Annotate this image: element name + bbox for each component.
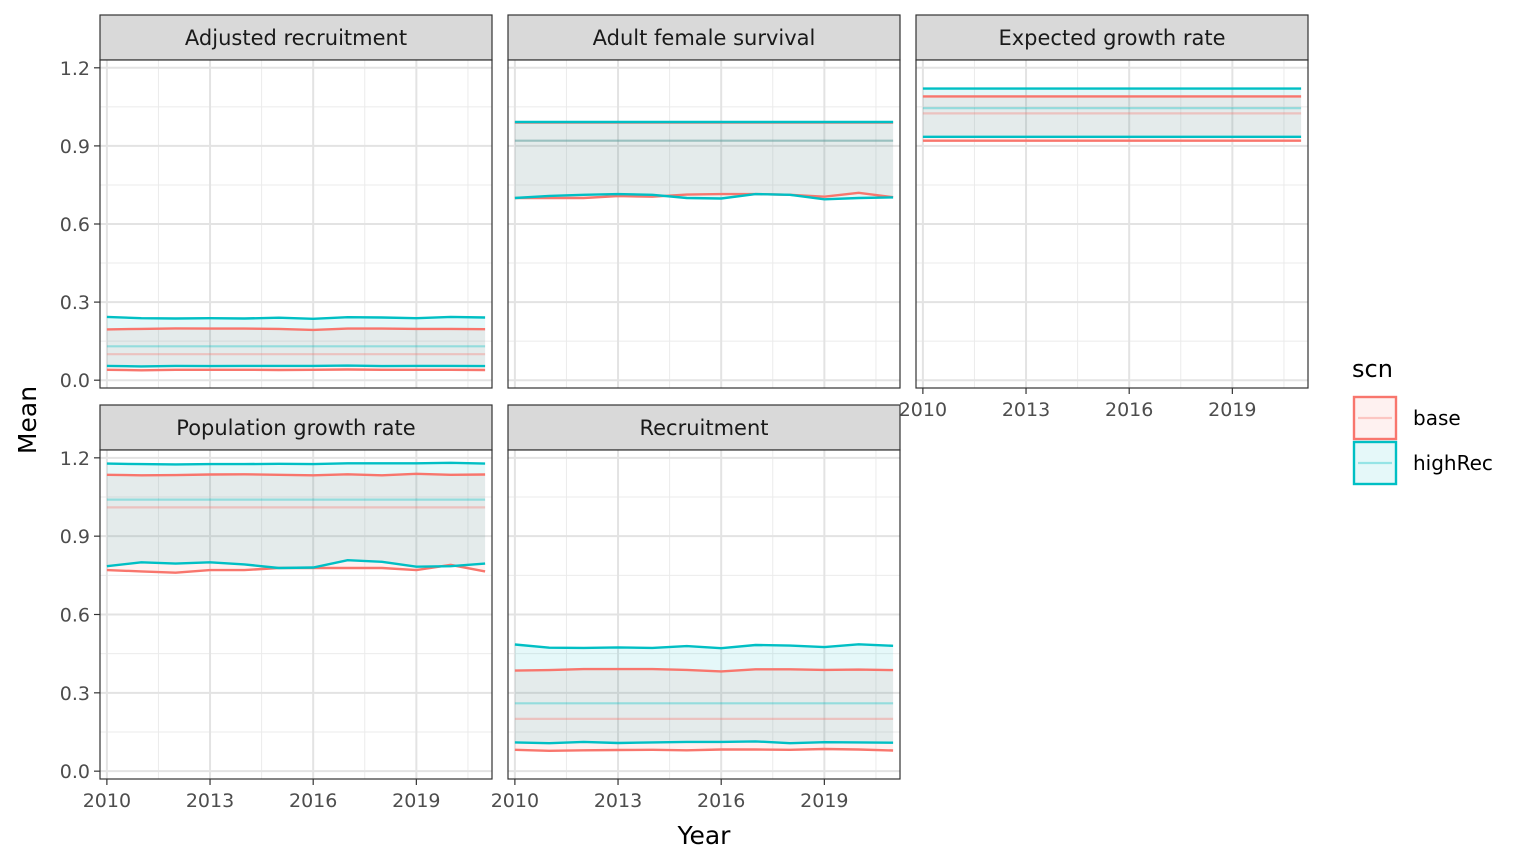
panel-border xyxy=(507,449,901,780)
gridlines xyxy=(508,450,900,779)
gridlines xyxy=(916,60,1308,388)
facet-strip-title: Expected growth rate xyxy=(998,26,1225,50)
y-axis-title: Mean xyxy=(13,386,42,454)
facet-strip xyxy=(99,404,493,451)
ribbon-highRec xyxy=(514,122,894,200)
legend-entry: highRec xyxy=(1352,440,1493,486)
x-tick-label: 2016 xyxy=(1105,399,1153,421)
axis-labels: 0.0 0.3 0.6 0.9 1.2 2010 2013 2016 2019 0.0 0.3 0.6… xyxy=(60,58,1257,812)
lower-line-base xyxy=(514,747,894,753)
ribbon-base xyxy=(922,96,1302,141)
facet-strip-title: Population growth rate xyxy=(176,416,415,440)
upper-line-highRec xyxy=(514,643,894,650)
y-tick-label: 0.6 xyxy=(60,214,90,236)
x-tick-label: 2010 xyxy=(491,790,539,812)
ribbon-base xyxy=(514,122,894,198)
facet-strip xyxy=(99,14,493,61)
x-tick-label: 2013 xyxy=(1002,399,1050,421)
ribbon-base xyxy=(514,669,894,751)
upper-line-base xyxy=(106,327,486,332)
upper-line-highRec xyxy=(106,315,486,321)
y-tick-label: 0.9 xyxy=(60,526,90,548)
ribbon-highRec xyxy=(922,88,1302,137)
y-tick-label: 0.9 xyxy=(60,136,90,158)
facet-strip xyxy=(915,14,1309,61)
facet-panel: Adult female survival xyxy=(507,14,901,389)
upper-line-base xyxy=(514,667,894,673)
lower-line-base xyxy=(514,191,894,200)
panel-border xyxy=(507,59,901,389)
x-tick-label: 2016 xyxy=(289,790,337,812)
y-tick-label: 0.3 xyxy=(60,292,90,314)
x-tick-label: 2013 xyxy=(186,790,234,812)
legend-key-highRec xyxy=(1352,440,1398,486)
facet-strip xyxy=(507,14,901,61)
lower-line-highRec xyxy=(106,558,486,570)
y-tick-label: 0.3 xyxy=(60,683,90,705)
facet-strip xyxy=(507,404,901,451)
lower-line-base xyxy=(106,368,486,372)
x-tick-label: 2019 xyxy=(1208,399,1256,421)
facet-panels: Adjusted recruitment Adult female surviva… xyxy=(99,14,1309,780)
upper-line-highRec xyxy=(106,461,486,466)
x-axis-title: Year xyxy=(677,821,732,850)
ribbon-base xyxy=(106,473,486,573)
x-tick-label: 2016 xyxy=(697,790,745,812)
y-tick-label: 1.2 xyxy=(60,58,90,80)
y-tick-label: 0.0 xyxy=(60,370,90,392)
legend-label-highRec: highRec xyxy=(1413,451,1493,475)
legend: scn base highRec xyxy=(1352,355,1493,486)
legend-entry: base xyxy=(1352,395,1461,441)
y-tick-label: 0.6 xyxy=(60,605,90,627)
x-tick-label: 2013 xyxy=(594,790,642,812)
facet-panel: Adjusted recruitment xyxy=(99,14,493,389)
legend-key-base xyxy=(1352,395,1398,441)
facet-strip-title: Adjusted recruitment xyxy=(185,26,407,50)
x-tick-label: 2010 xyxy=(83,790,131,812)
facet-strip-title: Adult female survival xyxy=(593,26,816,50)
ribbon-highRec xyxy=(106,462,486,568)
lower-line-highRec xyxy=(106,364,486,368)
x-tick-label: 2019 xyxy=(392,790,440,812)
facet-panel: Population growth rate xyxy=(99,404,493,780)
facet-panel: Recruitment xyxy=(507,404,901,780)
gridlines xyxy=(508,60,900,388)
ribbon-base xyxy=(106,328,486,371)
x-tick-label: 2010 xyxy=(899,399,947,421)
lower-line-highRec xyxy=(514,740,894,745)
upper-line-base xyxy=(106,472,486,477)
legend-label-base: base xyxy=(1413,406,1461,430)
ribbon-highRec xyxy=(106,316,486,367)
x-tick-label: 2019 xyxy=(800,790,848,812)
facet-strip-title: Recruitment xyxy=(639,416,768,440)
y-tick-label: 0.0 xyxy=(60,761,90,783)
lower-line-highRec xyxy=(514,192,894,201)
legend-title: scn xyxy=(1352,355,1393,383)
facet-panel: Expected growth rate xyxy=(915,14,1309,389)
y-tick-label: 1.2 xyxy=(60,448,90,470)
gridlines xyxy=(100,60,492,388)
gridlines xyxy=(100,450,492,779)
panel-border xyxy=(915,59,1309,389)
ribbon-highRec xyxy=(514,644,894,744)
